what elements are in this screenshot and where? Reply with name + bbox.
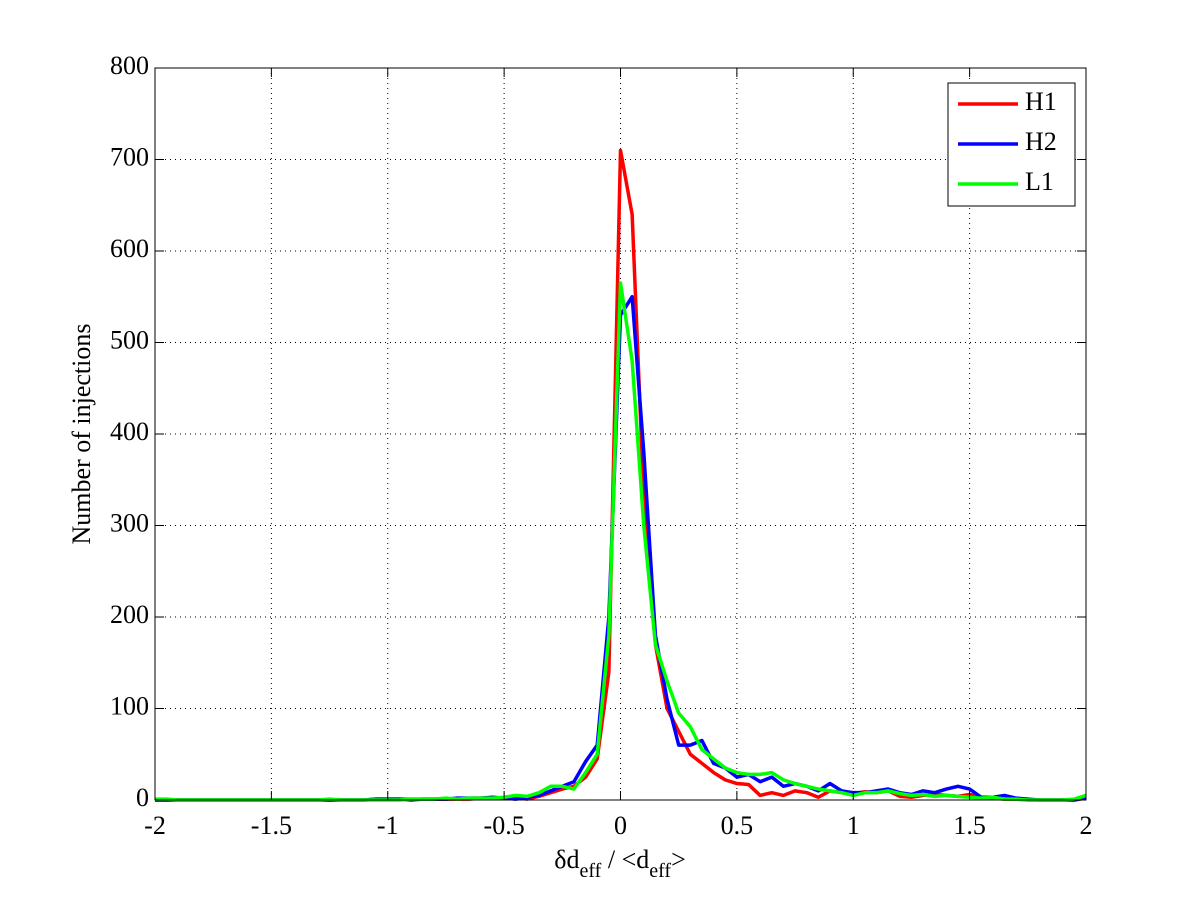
y-tick-label: 600 [110, 234, 149, 263]
x-label-sub: eff [649, 860, 671, 882]
x-tick-label: -1.5 [251, 811, 292, 840]
x-tick-label: -2 [144, 811, 166, 840]
legend-label: H2 [1025, 127, 1057, 156]
x-tick-label: 0 [614, 811, 627, 840]
legend: H1 H2 L1 [947, 82, 1076, 207]
x-tick-label: -1 [377, 811, 399, 840]
y-tick-label: 300 [110, 508, 149, 537]
y-tick-label: 400 [110, 417, 149, 446]
y-tick-label: 800 [110, 51, 149, 80]
y-tick-label: 500 [110, 325, 149, 354]
x-axis-label: δdeff / <deff> [554, 845, 686, 882]
x-label-part: > [671, 845, 686, 874]
y-tick-label: 200 [110, 600, 149, 629]
x-label-part: / <d [601, 845, 649, 874]
x-label-sub: eff [580, 860, 602, 882]
y-tick-label: 700 [110, 142, 149, 171]
x-tick-label: 1.5 [953, 811, 986, 840]
x-tick-label: 1 [847, 811, 860, 840]
y-tick-label: 100 [110, 691, 149, 720]
legend-label: H1 [1025, 87, 1057, 116]
x-label-part: δd [554, 845, 579, 874]
x-tick-label: 2 [1080, 811, 1093, 840]
y-tick-label: 0 [136, 783, 149, 812]
y-axis-label: Number of injections [67, 324, 96, 545]
x-tick-label: 0.5 [721, 811, 754, 840]
legend-label: L1 [1025, 167, 1054, 196]
x-tick-label: -0.5 [484, 811, 525, 840]
